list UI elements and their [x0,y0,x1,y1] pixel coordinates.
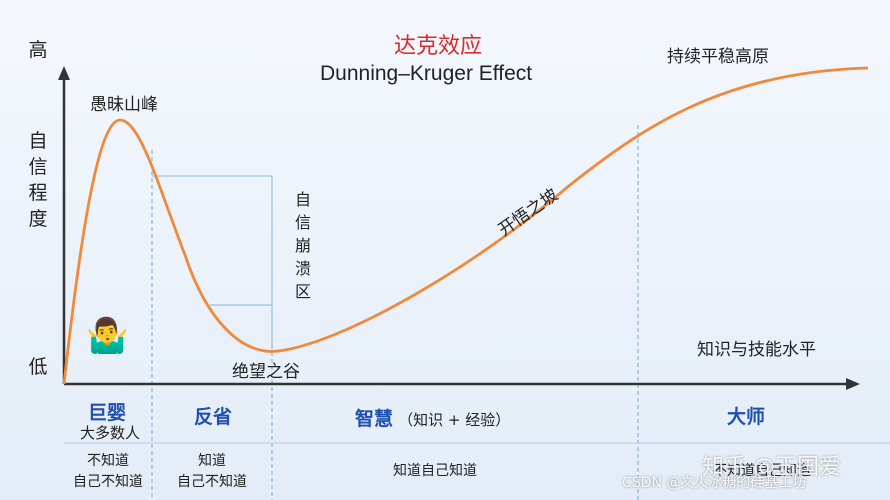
collapse-char: 信 [294,213,311,232]
x-axis-arrow [846,378,860,390]
peak-label: 愚昧山峰 [90,95,158,115]
y-axis-high: 高 [28,39,48,61]
collapse-char: 自 [294,190,311,209]
y-axis-label-char: 度 [28,208,48,230]
phase-sub-infant: 大多数人 [80,424,141,442]
phase-wisdom: 智慧 （知识 + 经验） [355,404,510,431]
desc-line: 自己不知道 [177,474,247,490]
phase-name-infant: 巨婴 [88,402,127,424]
desc-line: 知道 [198,453,226,469]
y-axis-label-char: 信 [28,156,48,178]
collapse-char: 区 [294,282,311,301]
collapse-char: 崩 [294,236,311,255]
csdn-watermark: CSDN @文火冰糖的硅基工坊 [622,475,807,491]
phase-name-master: 大师 [727,406,766,428]
desc-line: 知道自己知道 [393,463,477,479]
title-english: Dunning–Kruger Effect [320,62,533,85]
valley-label: 绝望之谷 [232,362,300,382]
y-axis-label: 自 信 程 度 [27,128,49,232]
desc-line: 不知道自己知道 [713,463,811,479]
phase-desc-reflection: 知道 自己不知道 [170,451,254,493]
phase-sub-wisdom: （知识 + 经验） [398,411,511,429]
collapse-char: 溃 [294,259,311,278]
desc-line: 不知道 [87,453,129,469]
shrug-emoji-icon: 🤷‍♂️ [86,316,129,356]
desc-line: 自己不知道 [73,474,143,490]
phase-name-wisdom: 智慧 [355,408,394,430]
y-axis-arrow [58,66,70,80]
zhihu-watermark: 知乎 @王国爱 [702,455,841,480]
phase-name-reflection: 反省 [194,406,233,428]
phase-desc-wisdom: 知道自己知道 [372,461,498,482]
y-axis-label-char: 自 [28,130,48,152]
x-axis-label: 知识与技能水平 [697,340,816,360]
y-axis-label-char: 程 [28,182,48,204]
title-chinese: 达克效应 [394,34,483,59]
y-axis-low: 低 [28,356,48,378]
phase-desc-infant: 不知道 自己不知道 [66,451,150,493]
confidence-curve [62,66,869,385]
plateau-label: 持续平稳高原 [667,47,769,67]
phase-desc-master: 不知道自己知道 [702,461,822,482]
collapse-zone-label: 自 信 崩 溃 区 [293,188,313,303]
